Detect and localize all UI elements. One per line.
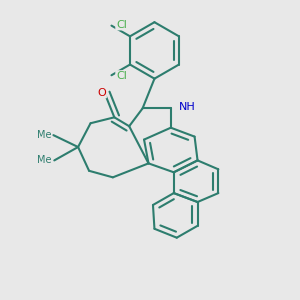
Text: Cl: Cl	[116, 71, 127, 81]
Text: NH: NH	[179, 103, 196, 112]
Text: Me: Me	[37, 130, 51, 140]
Text: O: O	[98, 88, 106, 98]
Text: Cl: Cl	[116, 20, 127, 30]
Text: Me: Me	[38, 155, 52, 165]
